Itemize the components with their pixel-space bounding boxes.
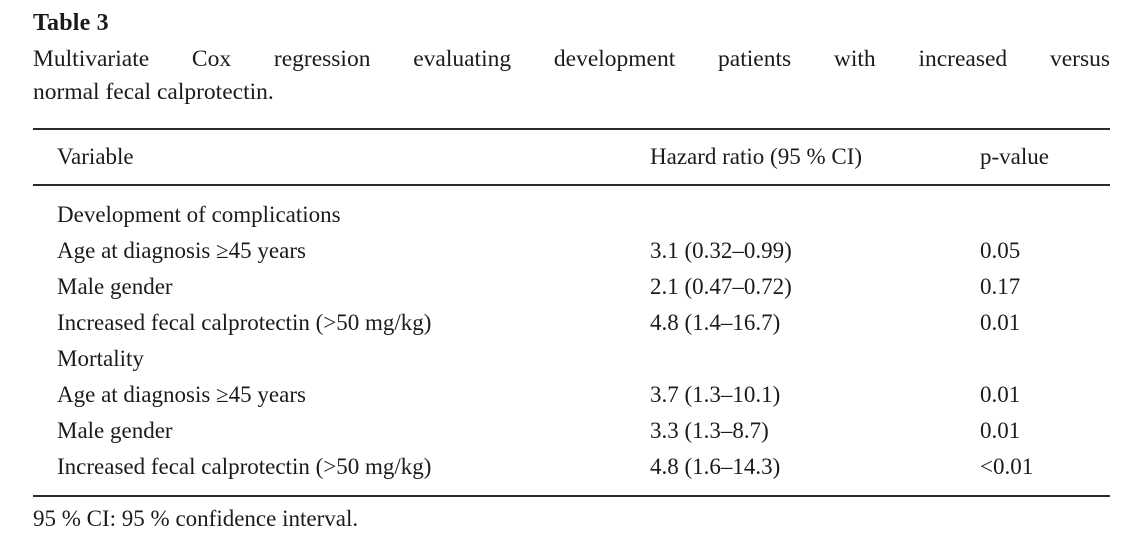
table-row: Increased fecal calprotectin (>50 mg/kg)… bbox=[33, 305, 1110, 341]
cell-variable: Age at diagnosis ≥45 years bbox=[57, 238, 306, 263]
table-body: Development of complications Age at diag… bbox=[33, 185, 1110, 496]
cell-p-value: 0.01 bbox=[980, 418, 1021, 443]
cox-regression-table: Variable Hazard ratio (95 % CI) p-value … bbox=[33, 128, 1110, 497]
table-row: Age at diagnosis ≥45 years 3.1 (0.32–0.9… bbox=[33, 233, 1110, 269]
cell-hazard-ratio bbox=[650, 185, 980, 233]
cell-variable: Male gender bbox=[57, 418, 173, 443]
table-row: Age at diagnosis ≥45 years 3.7 (1.3–10.1… bbox=[33, 377, 1110, 413]
cell-hazard-ratio: 4.8 (1.4–16.7) bbox=[650, 310, 781, 335]
column-header-hazard-ratio: Hazard ratio (95 % CI) bbox=[650, 144, 863, 169]
cell-p-value: 0.17 bbox=[980, 274, 1021, 299]
table-caption: Multivariate Cox regression evaluating d… bbox=[33, 43, 1110, 109]
table-caption-line-2: normal fecal calprotectin. bbox=[33, 79, 274, 105]
cell-hazard-ratio bbox=[650, 341, 980, 377]
cell-p-value: 0.01 bbox=[980, 382, 1021, 407]
cell-variable: Age at diagnosis ≥45 years bbox=[57, 382, 306, 407]
cell-hazard-ratio: 2.1 (0.47–0.72) bbox=[650, 274, 792, 299]
cell-variable: Increased fecal calprotectin (>50 mg/kg) bbox=[57, 454, 432, 479]
column-header-p-value: p-value bbox=[980, 144, 1049, 169]
cell-hazard-ratio: 3.1 (0.32–0.99) bbox=[650, 238, 792, 263]
section-row-mortality: Mortality bbox=[33, 341, 1110, 377]
cell-variable: Male gender bbox=[57, 274, 173, 299]
table-header: Variable Hazard ratio (95 % CI) p-value bbox=[33, 129, 1110, 185]
cell-p-value bbox=[980, 185, 1110, 233]
cell-variable: Mortality bbox=[57, 346, 144, 371]
header-row: Variable Hazard ratio (95 % CI) p-value bbox=[33, 129, 1110, 185]
cell-p-value: <0.01 bbox=[980, 454, 1034, 479]
table-row: Male gender 3.3 (1.3–8.7) 0.01 bbox=[33, 413, 1110, 449]
cell-hazard-ratio: 3.7 (1.3–10.1) bbox=[650, 382, 781, 407]
table-footnote: 95 % CI: 95 % confidence interval. bbox=[33, 506, 359, 531]
table-caption-line-1: Multivariate Cox regression evaluating d… bbox=[33, 46, 1110, 72]
cell-variable: Increased fecal calprotectin (>50 mg/kg) bbox=[57, 310, 432, 335]
cell-variable: Development of complications bbox=[57, 202, 341, 227]
cell-p-value: 0.01 bbox=[980, 310, 1021, 335]
table-row: Increased fecal calprotectin (>50 mg/kg)… bbox=[33, 449, 1110, 496]
table-label: Table 3 bbox=[33, 10, 109, 36]
column-header-variable: Variable bbox=[57, 144, 134, 169]
section-row-development: Development of complications bbox=[33, 185, 1110, 233]
cell-hazard-ratio: 4.8 (1.6–14.3) bbox=[650, 454, 781, 479]
cell-p-value: 0.05 bbox=[980, 238, 1021, 263]
table-row: Male gender 2.1 (0.47–0.72) 0.17 bbox=[33, 269, 1110, 305]
cell-p-value bbox=[980, 341, 1110, 377]
cell-hazard-ratio: 3.3 (1.3–8.7) bbox=[650, 418, 769, 443]
